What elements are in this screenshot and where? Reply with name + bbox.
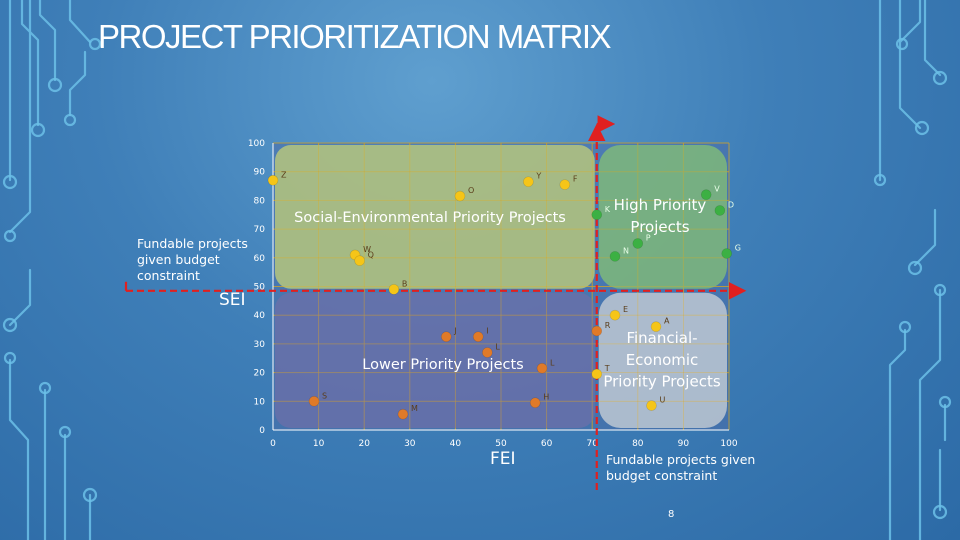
x-tick-label: 20 xyxy=(358,439,370,449)
point-T xyxy=(591,368,603,380)
y-tick-label: 90 xyxy=(254,168,266,178)
x-tick-label: 50 xyxy=(495,439,507,449)
point-label-L: L xyxy=(495,343,500,352)
x-tick-label: 40 xyxy=(450,439,462,449)
point-H xyxy=(529,397,541,409)
point-label-P: P xyxy=(646,233,651,242)
point-label-E: E xyxy=(623,305,628,314)
point-Z xyxy=(267,175,279,186)
point-label-Z: Z xyxy=(281,170,287,179)
page-number: 8 xyxy=(668,509,675,520)
point-D xyxy=(714,205,726,216)
quadrant-high xyxy=(598,145,727,289)
x-axis-label: FEI xyxy=(490,449,516,469)
point-L xyxy=(482,347,493,358)
quadrant-financial xyxy=(598,292,727,428)
x-tick-label: 100 xyxy=(720,439,737,449)
quadrant-label-social: Social-Environmental Priority Projects xyxy=(294,210,566,226)
y-tick-label: 50 xyxy=(254,283,266,293)
quadrant-label-line: Social-Environmental Priority Projects xyxy=(294,210,566,226)
x-tick-label: 0 xyxy=(270,439,276,449)
point-label-T: T xyxy=(604,364,610,373)
y-axis-label: SEI xyxy=(219,290,246,310)
point-label-K: K xyxy=(605,205,611,214)
point-F xyxy=(559,179,571,190)
point-label-O: O xyxy=(468,186,474,195)
point-Y xyxy=(523,176,534,188)
y-tick-label: 20 xyxy=(254,369,266,379)
quadrant-label-line: Financial- xyxy=(626,329,697,347)
point-A xyxy=(650,321,662,332)
point-K xyxy=(591,209,603,221)
x-tick-label: 80 xyxy=(632,439,644,449)
point-L xyxy=(536,362,548,374)
x-tick-label: 10 xyxy=(313,439,325,449)
point-Q xyxy=(354,255,365,266)
point-label-Q: Q xyxy=(368,251,374,260)
x-tick-label: 90 xyxy=(678,439,690,449)
point-G xyxy=(721,248,733,259)
y-tick-label: 60 xyxy=(254,254,266,264)
point-U xyxy=(646,400,657,411)
x-tick-label: 30 xyxy=(404,439,416,449)
x-tick-label: 60 xyxy=(541,439,553,449)
quadrant-label-high: High Priority Projects xyxy=(614,196,707,236)
x-tick-label: 70 xyxy=(586,439,598,449)
point-label-W: W xyxy=(363,245,371,254)
y-tick-label: 80 xyxy=(254,196,266,206)
point-label-S: S xyxy=(322,391,327,400)
point-J xyxy=(440,331,452,343)
quadrant-lower xyxy=(275,292,595,428)
point-B xyxy=(388,284,400,295)
point-label-R: R xyxy=(605,321,611,330)
y-tick-label: 100 xyxy=(248,139,265,149)
point-label-J: J xyxy=(453,327,456,336)
point-label-I: I xyxy=(486,327,488,336)
y-tick-label: 10 xyxy=(254,397,266,407)
y-tick-label: 40 xyxy=(254,311,266,321)
quadrant-label-financial: Financial- Economic Priority Projects xyxy=(603,329,720,391)
point-S xyxy=(308,395,320,407)
quadrant-label-line: Lower Priority Projects xyxy=(362,357,523,373)
y-tick-label: 70 xyxy=(254,225,266,235)
quadrant-label-line: High Priority xyxy=(614,196,707,214)
point-label-F: F xyxy=(573,175,578,184)
point-label-Y: Y xyxy=(535,172,541,181)
quadrant-label-line: Priority Projects xyxy=(603,373,720,391)
point-N xyxy=(609,251,621,262)
point-V xyxy=(700,189,712,200)
quadrant-label-line: Economic xyxy=(626,351,699,369)
point-label-G: G xyxy=(735,243,741,252)
budget-note-y: Fundable projects given budget constrain… xyxy=(137,236,248,283)
point-label-V: V xyxy=(714,185,720,194)
budget-note-x: Fundable projects given budget constrain… xyxy=(606,452,756,483)
point-label-U: U xyxy=(659,396,665,405)
y-tick-label: 0 xyxy=(259,426,265,436)
point-M xyxy=(397,408,409,420)
quadrant-label-lower: Lower Priority Projects xyxy=(362,357,523,373)
point-label-H: H xyxy=(543,393,549,402)
point-R xyxy=(591,325,603,337)
point-O xyxy=(454,190,466,202)
quadrant-label-line: Projects xyxy=(630,218,689,236)
point-P xyxy=(632,238,644,249)
point-E xyxy=(609,309,621,321)
slide-title: PROJECT PRIORITIZATION MATRIX xyxy=(98,18,612,55)
point-label-D: D xyxy=(728,200,734,209)
point-label-M: M xyxy=(411,404,418,413)
point-label-A: A xyxy=(664,317,670,326)
point-label-L: L xyxy=(550,358,555,367)
y-tick-label: 30 xyxy=(254,340,266,350)
point-I xyxy=(472,331,484,343)
point-label-B: B xyxy=(402,279,408,288)
point-label-N: N xyxy=(623,246,629,255)
